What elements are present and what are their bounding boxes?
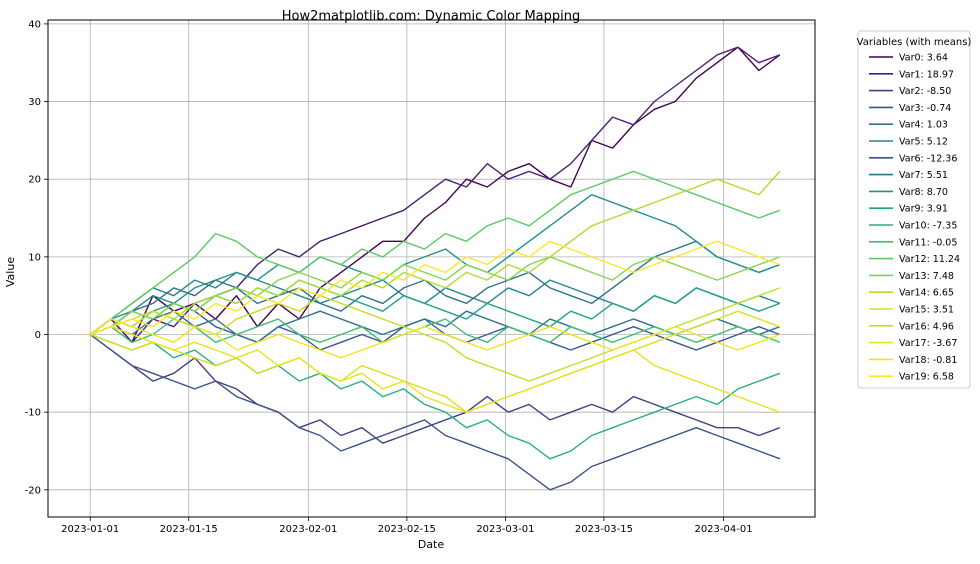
legend-label: Var14: 6.65 [899, 288, 954, 299]
series-line [89, 240, 781, 336]
legend-label: Var11: -0.05 [899, 237, 957, 248]
x-tick-label: 2023-01-15 [160, 524, 218, 535]
x-axis: 2023-01-01 2023-01-15 2023-02-01 2023-02-15… [61, 517, 753, 535]
y-tick-label: 10 [28, 252, 41, 263]
y-tick-label: -10 [25, 408, 41, 419]
x-tick-label: 2023-03-15 [575, 524, 633, 535]
chart-title: How2matplotlib.com: Dynamic Color Mappin… [282, 9, 581, 24]
legend-label: Var2: -8.50 [899, 86, 951, 97]
y-tick-label: 0 [35, 330, 41, 341]
series-line [89, 333, 781, 491]
y-axis: -20 -10 0 10 20 30 40 [25, 19, 48, 496]
x-tick-label: 2023-01-01 [61, 524, 119, 535]
legend-label: Var10: -7.35 [899, 221, 957, 232]
legend-label: Var1: 18.97 [899, 69, 954, 80]
y-tick-label: -20 [25, 485, 41, 496]
series-line [89, 193, 781, 336]
legend-label: Var17: -3.67 [899, 338, 957, 349]
legend-label: Var19: 6.58 [899, 372, 954, 383]
legend-label: Var12: 11.24 [899, 254, 960, 265]
legend-label: Var18: -0.81 [899, 355, 957, 366]
plot-frame [47, 19, 816, 518]
x-tick-label: 2023-04-01 [694, 524, 752, 535]
series-line [89, 310, 781, 413]
legend-label: Var13: 7.48 [899, 271, 954, 282]
legend-label: Var6: -12.36 [899, 153, 957, 164]
legend-label: Var16: 4.96 [899, 321, 954, 332]
legend-label: Var4: 1.03 [899, 120, 948, 131]
series-line [89, 318, 781, 359]
series-line [89, 326, 781, 413]
series-line [89, 170, 781, 336]
legend-box [857, 30, 971, 389]
y-tick-label: 20 [28, 175, 41, 186]
grid [48, 20, 815, 517]
legend: Variables (with means) Var0: 3.64 Var1: 1… [857, 30, 972, 389]
series-line [89, 170, 781, 336]
legend-label: Var15: 3.51 [899, 305, 954, 316]
x-tick-label: 2023-02-15 [378, 524, 436, 535]
legend-title: Variables (with means) [857, 37, 972, 48]
legend-label: Var5: 5.12 [899, 137, 948, 148]
x-tick-label: 2023-03-01 [476, 524, 534, 535]
series-lines [89, 46, 781, 491]
y-tick-label: 30 [28, 97, 41, 108]
legend-label: Var9: 3.91 [899, 204, 948, 215]
x-axis-label: Date [418, 538, 445, 551]
y-tick-label: 40 [28, 19, 41, 30]
legend-label: Var0: 3.64 [899, 53, 948, 64]
y-axis-label: Value [4, 257, 17, 287]
legend-label: Var3: -0.74 [899, 103, 951, 114]
series-line [89, 333, 781, 460]
legend-label: Var8: 8.70 [899, 187, 948, 198]
series-line [89, 240, 781, 336]
x-tick-label: 2023-02-01 [279, 524, 337, 535]
legend-label: Var7: 5.51 [899, 170, 948, 181]
